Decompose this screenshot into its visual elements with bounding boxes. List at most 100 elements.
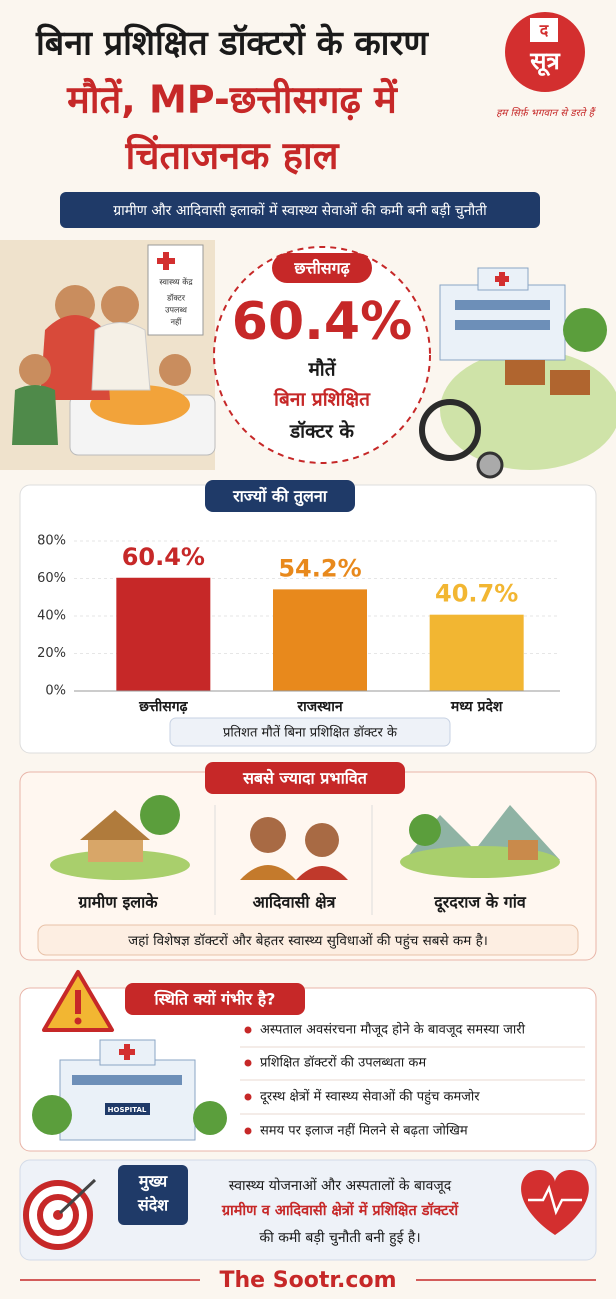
y-tick-label: 80% [37, 534, 66, 549]
heart-icon [521, 1170, 589, 1235]
tree [32, 1095, 72, 1135]
message-line: की कमी बड़ी चुनौती बनी हुई है। [259, 1229, 420, 1247]
reason-item: प्रशिक्षित डॉक्टरों की उपलब्धता कम [260, 1055, 426, 1071]
tree [409, 814, 441, 846]
chart: 0% 20% 40% 60% 80% 60.4% छत्तीसगढ़ 54.2% राजस्था… [37, 534, 560, 715]
message-line: स्वास्थ्य योजनाओं और अस्पतालों के बावजूद [229, 1177, 452, 1194]
message-label: मुख्य [138, 1172, 168, 1192]
title-line: बिना प्रशिक्षित डॉक्टरों के कारण [35, 23, 429, 64]
bullet [244, 1026, 252, 1034]
windows [455, 300, 550, 310]
bullet [244, 1093, 252, 1101]
value-label: 60.4% [122, 543, 205, 571]
stat-line: मौतें [307, 358, 336, 381]
message-label: संदेश [137, 1196, 169, 1215]
stethoscope-head [476, 451, 504, 479]
sign-text: नहीं [171, 317, 183, 327]
logo-box [530, 18, 558, 42]
reason-item: दूरस्थ क्षेत्रों में स्वास्थ्य सेवाओं की… [260, 1089, 480, 1106]
ground [50, 850, 190, 880]
bar [116, 577, 211, 691]
hut [550, 370, 590, 395]
patient-head [159, 354, 191, 386]
patient [90, 385, 190, 425]
reasons-title: स्थिति क्यों गंभीर है? [154, 990, 276, 1009]
subtitle: ग्रामीण और आदिवासी इलाकों में स्वास्थ्य … [113, 202, 487, 219]
father [91, 322, 151, 391]
affected-item: आदिवासी क्षेत्र [253, 893, 337, 912]
building [59, 1059, 196, 1141]
chart-title: राज्यों की तुलना [232, 487, 328, 507]
tree [563, 308, 607, 352]
value-label: 54.2% [278, 554, 361, 582]
x-tick-label: राजस्थान [296, 699, 343, 715]
bullet [244, 1127, 252, 1135]
logo-main: सूत्र [529, 47, 561, 77]
person [240, 865, 296, 880]
sign-text: उपलब्ध [165, 306, 187, 315]
bar [429, 614, 524, 691]
title-line: मौतें, MP-छत्तीसगढ़ में [66, 78, 398, 122]
family-illustration [0, 240, 216, 470]
state-name: छत्तीसगढ़ [293, 259, 350, 278]
hut [505, 360, 545, 385]
logo [505, 12, 585, 92]
message-line: ग्रामीण व आदिवासी क्षेत्रों में प्रशिक्ष… [221, 1201, 460, 1219]
arrow [58, 1178, 97, 1215]
reasons-list: अस्पताल अवसंरचना मौजूद होने के बावजूद सम… [240, 1022, 585, 1139]
tree [140, 795, 180, 835]
stat-circle [213, 246, 431, 464]
logo-small: द [539, 21, 549, 40]
warning-dot [74, 1017, 82, 1025]
cross [119, 1049, 135, 1055]
value-label: 40.7% [435, 580, 518, 608]
affected-illustrations [50, 795, 560, 915]
stethoscope [419, 399, 481, 461]
cross [495, 276, 509, 282]
windows [72, 1075, 182, 1085]
x-axis-label: प्रतिशत मौतें बिना प्रशिक्षित डॉक्टर के [223, 725, 398, 741]
affected-title: सबसे ज्यादा प्रभावित [242, 769, 368, 788]
footer: The Sootr.com [220, 1268, 397, 1293]
x-tick-label: मध्य प्रदेश [450, 698, 503, 715]
house [508, 840, 538, 860]
hut-roof [80, 810, 150, 840]
bullet [244, 1059, 252, 1067]
reason-item: समय पर इलाज नहीं मिलने से बढ़ता जोखिम [260, 1123, 468, 1139]
y-tick-label: 20% [37, 646, 66, 661]
tagline: हम सिर्फ़ भगवान से डरते हैं [496, 107, 597, 119]
hospital-illustration [32, 1039, 227, 1141]
stat-line: डॉक्टर के [289, 420, 355, 443]
y-tick-label: 0% [45, 684, 66, 699]
subtitle-banner [60, 192, 540, 228]
mother-head [55, 285, 95, 325]
chart-title-pill [205, 480, 355, 512]
affected-item: दूरदराज के गांव [433, 893, 527, 914]
affected-note: जहां विशेषज्ञ डॉक्टरों और बेहतर स्वास्थ्… [128, 932, 488, 950]
tree [193, 1101, 227, 1135]
hospital-sign: HOSPITAL [108, 1106, 147, 1114]
child-head [19, 354, 51, 386]
stat-value: 60.4% [232, 292, 412, 352]
sign [105, 1103, 150, 1115]
title-line: चिंताजनक हाल [125, 134, 340, 178]
state-pill [272, 253, 372, 283]
windows [455, 320, 550, 330]
cross [157, 258, 175, 264]
warning-mark [75, 990, 81, 1014]
reasons-title-pill [125, 983, 305, 1015]
person-head [305, 823, 339, 857]
stat-line: बिना प्रशिक्षित [273, 388, 371, 411]
bar [273, 589, 367, 691]
y-tick-label: 60% [37, 571, 66, 586]
affected-title-pill [205, 762, 405, 794]
father-head [101, 286, 139, 324]
affected-item: ग्रामीण इलाके [77, 893, 158, 912]
person-head [250, 817, 286, 853]
pulse-line [528, 1184, 582, 1216]
y-tick-label: 40% [37, 609, 66, 624]
sign-text: डॉक्टर [166, 294, 186, 303]
reason-item: अस्पताल अवसंरचना मौजूद होने के बावजूद सम… [260, 1022, 526, 1038]
